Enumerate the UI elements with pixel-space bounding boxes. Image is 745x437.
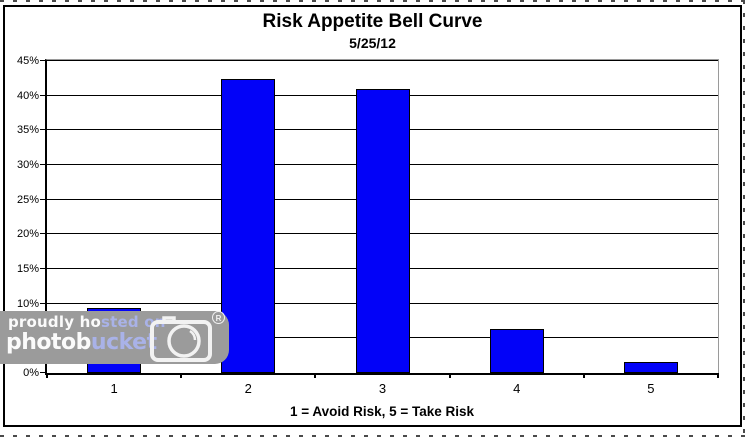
watermark-line1-accent: sted on — [100, 313, 166, 331]
y-axis-label: 20% — [16, 228, 39, 241]
x-tick — [582, 373, 585, 378]
registered-trademark-icon: R — [212, 311, 225, 324]
x-tick — [46, 373, 48, 378]
y-tick — [40, 60, 45, 61]
y-tick — [40, 164, 45, 165]
x-category-label: 2 — [244, 381, 252, 396]
y-axis-label: 30% — [16, 159, 39, 171]
chart-subtitle: 5/25/12 — [349, 35, 396, 51]
y-tick — [40, 372, 45, 373]
y-axis-label: 35% — [16, 124, 39, 137]
bar-category-5 — [623, 361, 678, 373]
x-tick — [314, 373, 317, 378]
y-tick — [40, 94, 45, 96]
x-tick — [180, 373, 183, 378]
x-axis-title: 1 = Avoid Risk, 5 = Take Risk — [289, 404, 475, 419]
x-tick — [448, 373, 451, 378]
y-tick — [40, 129, 45, 131]
y-axis-label: 10% — [16, 297, 39, 310]
watermark-line1: proudly hosted on — [8, 315, 166, 330]
watermark-line2-accent: ucket — [90, 330, 157, 355]
y-axis-label: 45% — [16, 55, 39, 67]
selection-border-bottom — [0, 435, 745, 437]
x-category-label: 1 — [110, 381, 118, 396]
x-category-label: 4 — [513, 381, 521, 396]
watermark-line2: photobucket — [6, 332, 157, 354]
watermark-line1-white: proudly ho — [8, 313, 101, 331]
y-tick — [40, 302, 45, 304]
selection-border-top — [0, 0, 745, 2]
y-axis-label: 15% — [16, 263, 39, 275]
selection-border-right — [743, 0, 745, 437]
bar-category-2 — [221, 79, 276, 373]
y-axis-label: 25% — [16, 193, 39, 206]
y-tick — [40, 198, 45, 200]
y-axis-label: 0% — [23, 367, 39, 379]
camera-icon — [150, 314, 214, 367]
chart-frame: Risk Appetite Bell Curve 5/25/12 0%5%10%… — [3, 5, 742, 427]
y-tick — [40, 233, 45, 235]
x-category-label: 3 — [378, 381, 387, 396]
gridline — [47, 60, 718, 61]
x-tick — [717, 373, 719, 378]
bar-category-3 — [355, 89, 410, 373]
photobucket-watermark: proudly hosted on photobucket R — [0, 311, 229, 364]
watermark-line2-white: photob — [6, 330, 91, 355]
bar-category-4 — [489, 329, 544, 373]
chart-title: Risk Appetite Bell Curve — [262, 11, 483, 32]
y-axis-label: 40% — [16, 89, 39, 102]
x-category-label: 5 — [647, 381, 655, 396]
y-tick — [40, 268, 45, 269]
